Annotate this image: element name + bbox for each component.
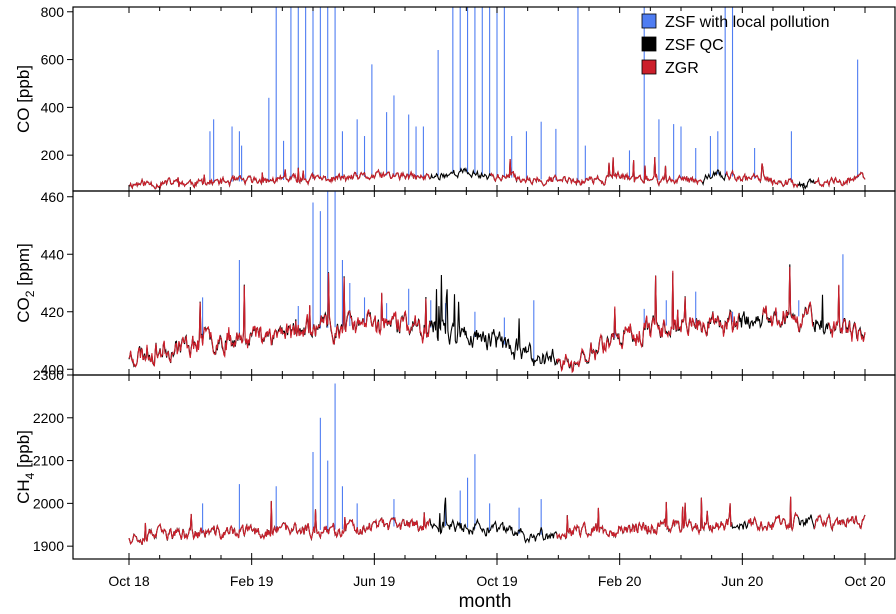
co2-ytick-label: 440 <box>41 246 65 262</box>
panel-ch4: 1900 2000 2100 2200 2300 CH4 [ppb] <box>14 367 896 560</box>
legend-label: ZSF QC <box>665 37 724 54</box>
x-axis: Oct 18 Feb 19 Jun 19 Oct 19 Feb 20 Jun 20 Oct … <box>108 559 886 589</box>
co-series <box>128 7 866 190</box>
x-axis-tick-label: Jun 20 <box>721 573 763 589</box>
ch4-series <box>128 383 866 546</box>
panel-co2: 400 420 440 460 CO2 [ppm] <box>14 189 896 377</box>
x-axis-tick-label: Feb 19 <box>230 573 274 589</box>
co2-ytick-label: 420 <box>41 304 65 320</box>
x-axis-tick-label: Oct 19 <box>476 573 517 589</box>
legend-label: ZGR <box>665 60 699 77</box>
ch4-frame <box>72 374 896 560</box>
co2-ytick-label: 400 <box>41 361 65 377</box>
co2-ytick-label: 460 <box>41 189 65 205</box>
co-ytick-label: 200 <box>41 147 65 163</box>
x-axis-tick-label: Jun 19 <box>353 573 395 589</box>
co-ytick-label: 800 <box>41 4 65 20</box>
ch4-ylabel: CH4 [ppb] <box>14 430 37 504</box>
co-zgr-line <box>128 157 866 190</box>
panels: 200 400 600 800 CO [ppb] 400 420 440 460 CO2 [ppm… <box>14 4 896 589</box>
legend-swatch <box>641 36 657 52</box>
co2-zsf-qc-line <box>128 264 866 372</box>
ch4-ytick-label: 2000 <box>33 495 64 511</box>
ch4-ytick-label: 2200 <box>33 410 64 426</box>
legend-label: ZSF with local pollution <box>665 14 830 31</box>
ch4-zgr-line <box>128 496 866 546</box>
x-axis-tick-label: Oct 20 <box>844 573 885 589</box>
co2-ylabel: CO2 [ppm] <box>14 243 37 322</box>
co-ytick-label: 600 <box>41 52 65 68</box>
legend-swatch <box>641 59 657 75</box>
co-ylabel: CO [ppb] <box>14 65 33 133</box>
legend-swatch <box>641 13 657 29</box>
x-axis-tick-label: Oct 18 <box>108 573 149 589</box>
x-axis-tick-label: Feb 20 <box>598 573 642 589</box>
x-axis-title: month <box>459 591 512 612</box>
co2-zgr-line <box>128 266 866 374</box>
co2-series <box>128 191 866 374</box>
ch4-ytick-label: 2300 <box>33 367 64 383</box>
panel-co: 200 400 600 800 CO [ppb] <box>14 4 896 192</box>
co-ytick-label: 400 <box>41 99 65 115</box>
legend: ZSF with local pollution ZSF QC ZGR <box>641 13 830 77</box>
ch4-ytick-label: 1900 <box>33 538 64 554</box>
ch4-ytick-label: 2100 <box>33 453 64 469</box>
co-frame <box>72 6 896 192</box>
